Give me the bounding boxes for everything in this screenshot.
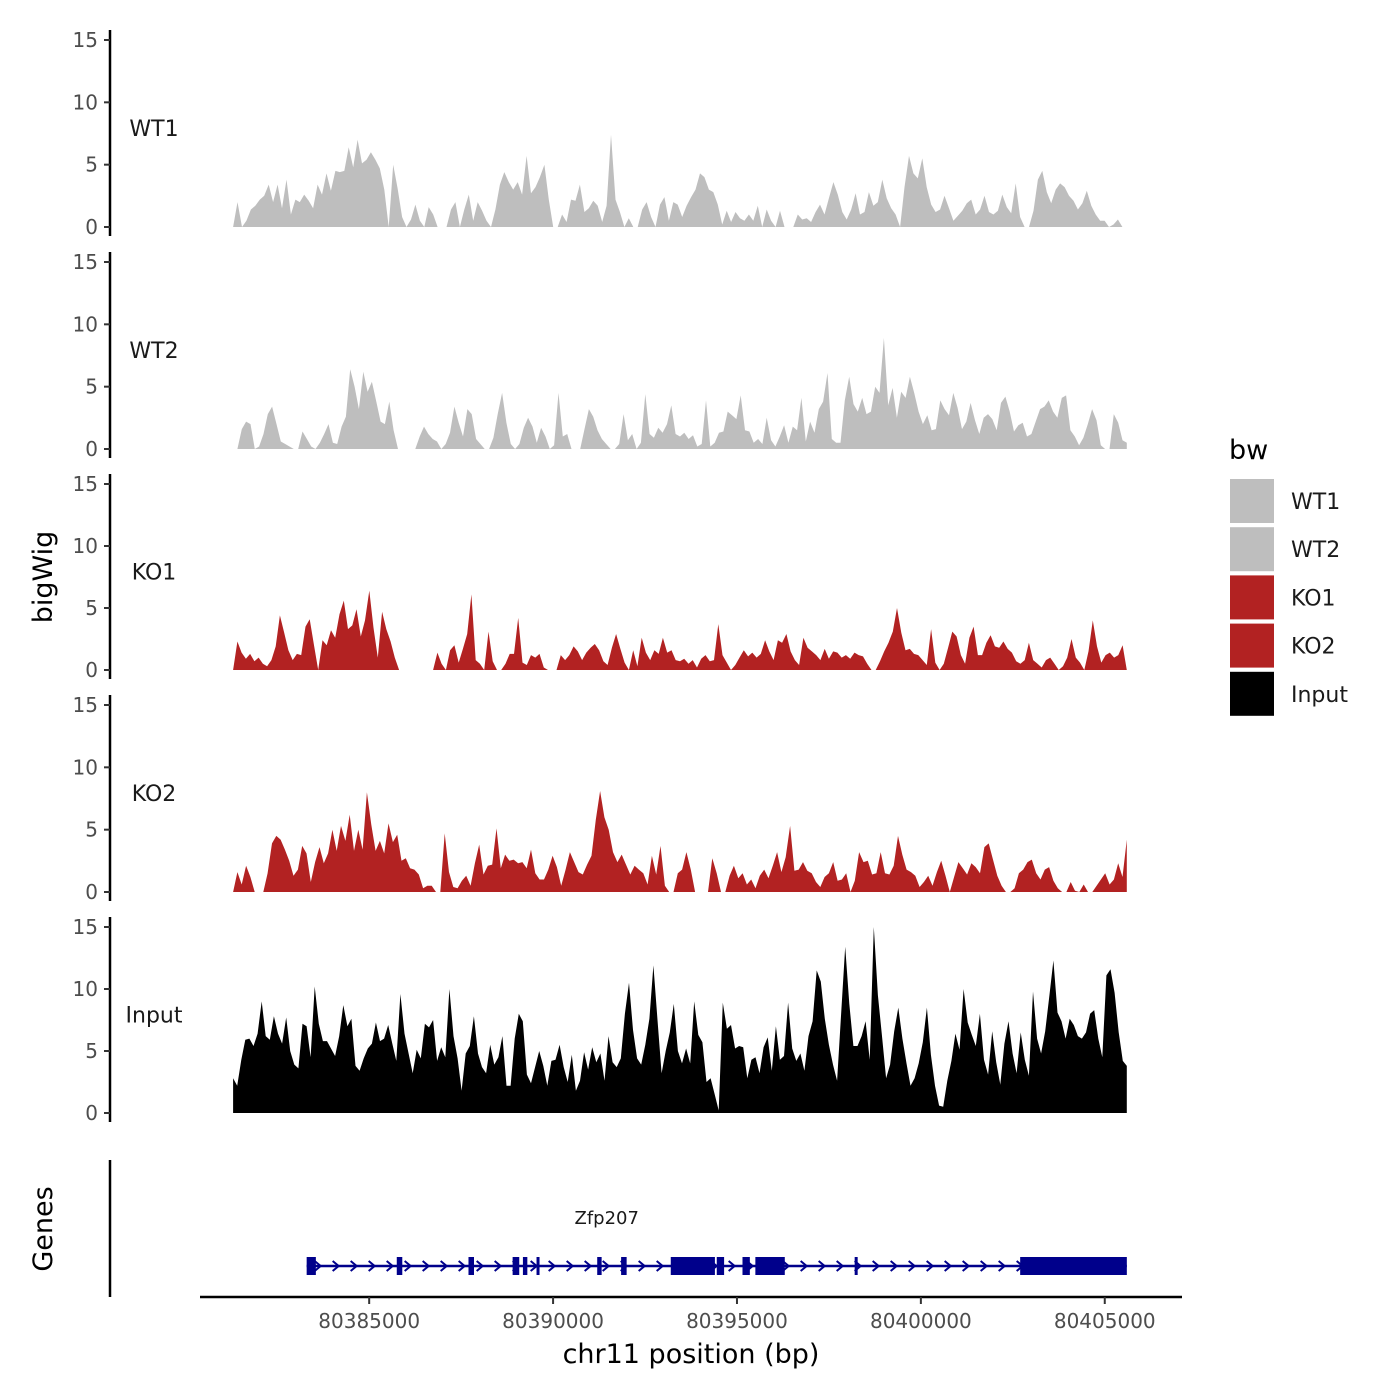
legend-label-wt1: WT1 xyxy=(1291,490,1340,515)
gene-strand-arrow xyxy=(422,1260,431,1272)
legend-label-input: Input xyxy=(1291,683,1348,708)
y-tick-label-ko2-15: 15 xyxy=(73,693,98,717)
y-tick-label-wt2-0: 0 xyxy=(85,437,98,461)
gene-strand-arrow xyxy=(926,1260,935,1272)
area-series-ko2 xyxy=(233,791,1127,892)
x-tick-label-80390000: 80390000 xyxy=(502,1309,604,1333)
gene-strand-arrow xyxy=(962,1260,971,1272)
y-tick-label-input-5: 5 xyxy=(85,1039,98,1063)
gene-exon-3 xyxy=(468,1257,475,1275)
gene-strand-arrow xyxy=(566,1260,575,1272)
area-series-wt1 xyxy=(233,134,1127,227)
gene-strand-arrow xyxy=(908,1260,917,1272)
gene-strand-arrow xyxy=(836,1260,845,1272)
gene-strand-arrow xyxy=(386,1260,395,1272)
gene-strand-arrow xyxy=(872,1260,881,1272)
x-tick-label-80400000: 80400000 xyxy=(870,1309,972,1333)
gene-strand-arrow xyxy=(494,1260,503,1272)
gene-exon-7 xyxy=(597,1257,602,1275)
x-tick-label-80385000: 80385000 xyxy=(318,1309,420,1333)
area-series-input xyxy=(233,927,1127,1113)
track-label-input: Input xyxy=(126,1003,183,1028)
track-label-wt1: WT1 xyxy=(129,117,178,142)
y-tick-label-wt2-5: 5 xyxy=(85,375,98,399)
gene-strand-arrow xyxy=(332,1260,341,1272)
gene-exon-13 xyxy=(854,1257,858,1275)
x-axis-title: chr11 position (bp) xyxy=(563,1339,820,1370)
y-tick-label-ko2-0: 0 xyxy=(85,880,98,904)
legend-title: bw xyxy=(1229,435,1268,466)
gene-strand-arrow xyxy=(818,1260,827,1272)
legend-swatch-input xyxy=(1230,671,1274,716)
area-series-ko1 xyxy=(233,590,1127,670)
y-axis-title: bigWig xyxy=(28,531,59,624)
gene-strand-arrow xyxy=(656,1260,665,1272)
gene-exon-14 xyxy=(1020,1257,1127,1275)
gene-strand-arrow xyxy=(548,1260,557,1272)
gene-strand-arrow xyxy=(890,1260,899,1272)
area-series-wt2 xyxy=(233,338,1127,449)
gene-strand-arrow xyxy=(458,1260,467,1272)
legend-label-wt2: WT2 xyxy=(1291,538,1340,563)
gene-strand-arrow xyxy=(476,1260,485,1272)
gene-strand-arrow xyxy=(440,1260,449,1272)
legend-swatch-wt2 xyxy=(1230,527,1274,572)
y-tick-label-ko1-10: 10 xyxy=(73,534,98,558)
legend-swatch-ko1 xyxy=(1230,575,1274,620)
gene-strand-arrow xyxy=(980,1260,989,1272)
gene-label-zfp207: Zfp207 xyxy=(575,1208,639,1229)
x-tick-label-80395000: 80395000 xyxy=(686,1309,788,1333)
legend-label-ko2: KO2 xyxy=(1291,635,1336,660)
gene-exon-6 xyxy=(536,1257,540,1275)
gene-strand-arrow xyxy=(800,1260,809,1272)
gene-exon-9 xyxy=(670,1257,715,1275)
x-tick-label-80405000: 80405000 xyxy=(1054,1309,1156,1333)
gene-exon-1 xyxy=(306,1257,316,1275)
gene-exon-11 xyxy=(742,1257,750,1275)
gene-strand-arrow xyxy=(998,1260,1007,1272)
y-tick-label-wt1-0: 0 xyxy=(85,215,98,239)
track-label-ko2: KO2 xyxy=(132,782,177,807)
y-tick-label-ko2-5: 5 xyxy=(85,818,98,842)
y-tick-label-wt2-10: 10 xyxy=(73,312,98,336)
gene-exon-5 xyxy=(522,1257,528,1275)
gene-exon-4 xyxy=(512,1257,520,1275)
y-tick-label-ko1-0: 0 xyxy=(85,658,98,682)
gene-strand-arrow xyxy=(728,1260,737,1272)
gene-strand-arrow xyxy=(368,1260,377,1272)
y-tick-label-ko2-10: 10 xyxy=(73,755,98,779)
y-tick-label-wt1-15: 15 xyxy=(73,28,98,52)
gene-strand-arrow xyxy=(944,1260,953,1272)
track-label-ko1: KO1 xyxy=(132,560,177,585)
y-tick-label-input-10: 10 xyxy=(73,977,98,1001)
gene-exon-12 xyxy=(755,1257,785,1275)
gene-strand-arrow xyxy=(350,1260,359,1272)
genes-track-title: Genes xyxy=(28,1186,59,1271)
gene-exon-8 xyxy=(621,1257,627,1275)
gene-strand-arrow xyxy=(404,1260,413,1272)
y-tick-label-ko1-15: 15 xyxy=(73,472,98,496)
gene-strand-arrow xyxy=(602,1260,611,1272)
y-tick-label-input-15: 15 xyxy=(73,915,98,939)
track-label-wt2: WT2 xyxy=(129,339,178,364)
gene-exon-2 xyxy=(396,1257,403,1275)
gene-exon-10 xyxy=(716,1257,725,1275)
y-tick-label-ko1-5: 5 xyxy=(85,596,98,620)
legend-swatch-wt1 xyxy=(1230,479,1274,523)
y-tick-label-input-0: 0 xyxy=(85,1101,98,1125)
y-tick-label-wt2-15: 15 xyxy=(73,250,98,274)
gene-strand-arrow xyxy=(638,1260,647,1272)
legend-swatch-ko2 xyxy=(1230,623,1274,668)
gene-strand-arrow xyxy=(314,1260,323,1272)
y-tick-label-wt1-10: 10 xyxy=(73,90,98,114)
legend-label-ko1: KO1 xyxy=(1291,586,1336,611)
y-tick-label-wt1-5: 5 xyxy=(85,153,98,177)
gene-strand-arrow xyxy=(584,1260,593,1272)
